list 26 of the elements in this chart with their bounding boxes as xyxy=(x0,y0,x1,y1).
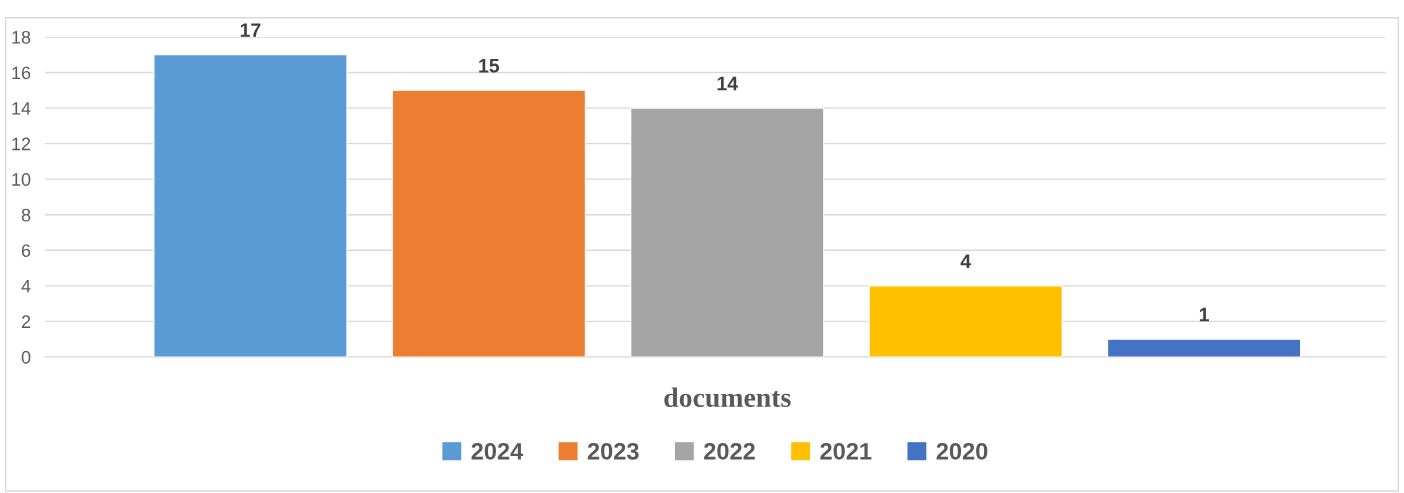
bar xyxy=(153,54,348,357)
y-tick-label: 0 xyxy=(21,350,31,364)
y-tick-label: 6 xyxy=(21,244,31,257)
legend-label: 2020 xyxy=(936,442,988,460)
y-tick-label: 4 xyxy=(21,279,31,293)
data-label: 4 xyxy=(960,254,971,268)
data-label: 15 xyxy=(479,59,500,73)
bar xyxy=(1107,338,1302,357)
y-tick-label: 2 xyxy=(21,315,31,328)
y-tick-label: 10 xyxy=(12,173,31,186)
bar xyxy=(630,107,825,357)
legend-label: 2021 xyxy=(820,442,872,460)
bar xyxy=(868,285,1063,357)
y-tick-label: 12 xyxy=(12,137,31,151)
y-tick-label: 14 xyxy=(12,102,31,115)
y-tick-label: 18 xyxy=(12,30,31,44)
y-tick-label: 16 xyxy=(12,66,31,80)
data-label: 1 xyxy=(1199,307,1209,322)
bar xyxy=(391,89,586,357)
y-tick-label: 8 xyxy=(21,208,31,222)
legend-label: 2023 xyxy=(587,442,639,460)
legend-label: 2022 xyxy=(704,442,755,460)
x-tick-label: documents xyxy=(664,387,791,408)
legend-label: 2024 xyxy=(471,442,524,460)
data-label: 17 xyxy=(240,23,261,37)
data-label: 14 xyxy=(717,76,738,91)
